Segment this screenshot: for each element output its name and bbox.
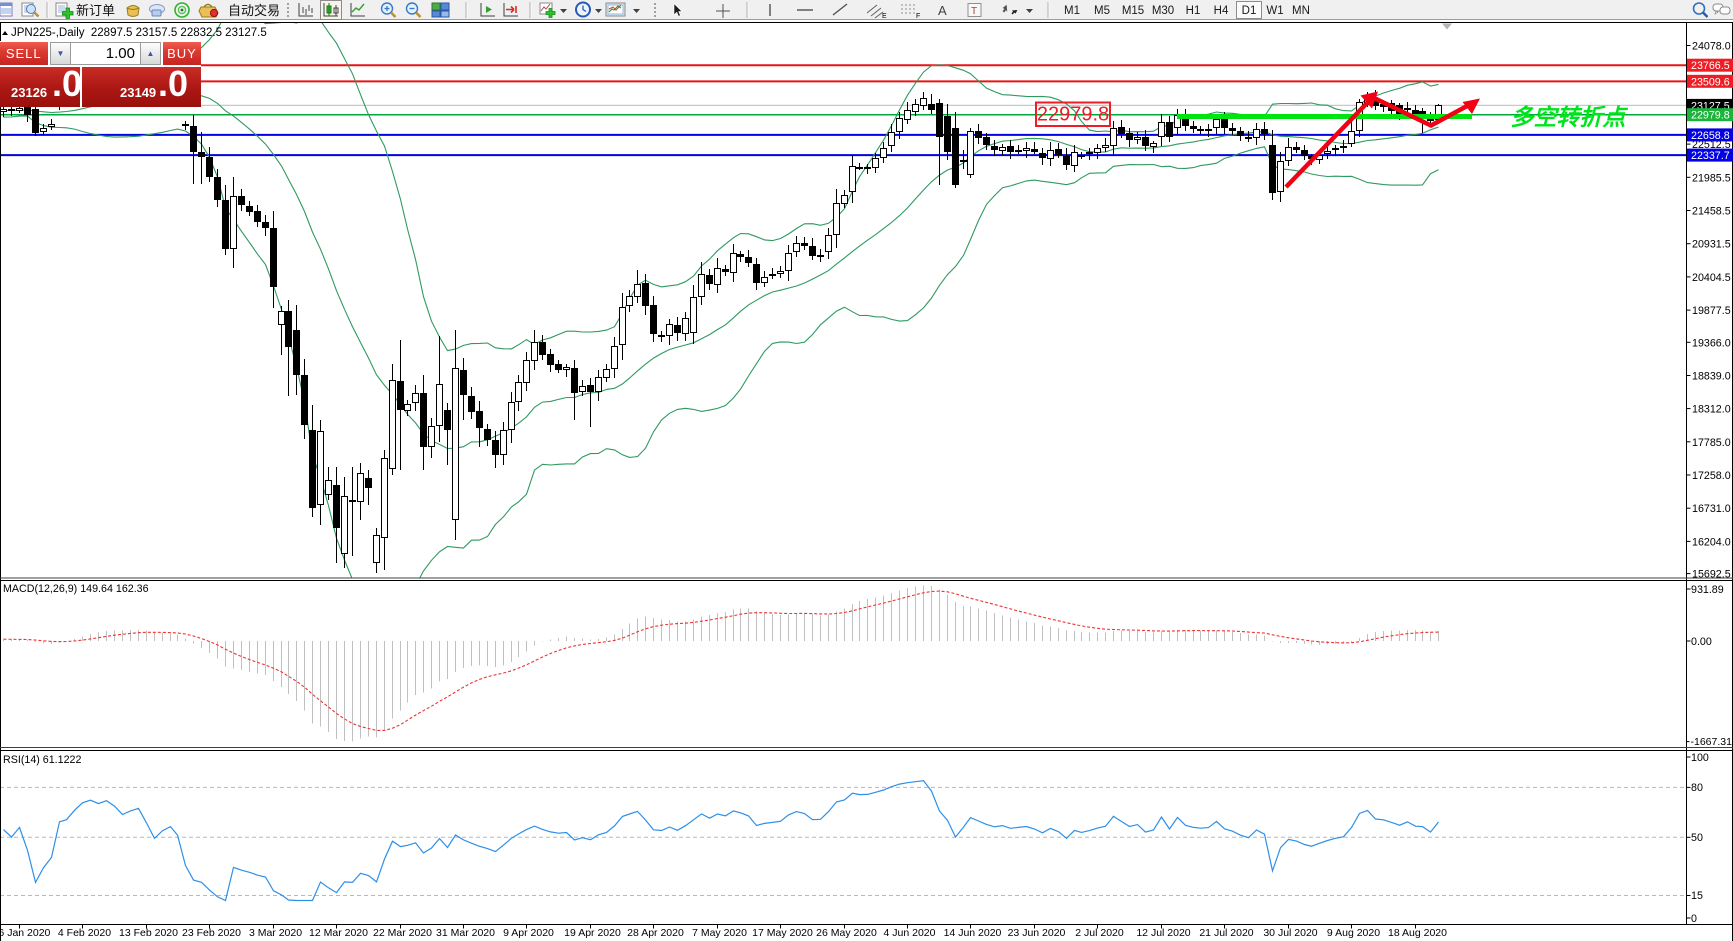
svg-text:80: 80 bbox=[1691, 782, 1703, 794]
svg-text:18 Aug 2020: 18 Aug 2020 bbox=[1388, 927, 1447, 939]
svg-text:RSI(14) 61.1222: RSI(14) 61.1222 bbox=[3, 754, 81, 766]
svg-text:17 May 2020: 17 May 2020 bbox=[752, 927, 813, 939]
svg-text:22979.8: 22979.8 bbox=[1691, 110, 1730, 122]
svg-text:M15: M15 bbox=[1122, 5, 1144, 17]
svg-text:15: 15 bbox=[1691, 890, 1703, 902]
svg-text:7 May 2020: 7 May 2020 bbox=[692, 927, 747, 939]
svg-text:30 Jul 2020: 30 Jul 2020 bbox=[1263, 927, 1317, 939]
svg-text:多空转折点: 多空转折点 bbox=[1511, 104, 1629, 130]
svg-text:A: A bbox=[938, 3, 947, 18]
svg-text:-1667.31: -1667.31 bbox=[1691, 736, 1733, 748]
svg-text:12 Mar 2020: 12 Mar 2020 bbox=[309, 927, 368, 939]
svg-text:0: 0 bbox=[1691, 913, 1697, 925]
svg-text:28 Apr 2020: 28 Apr 2020 bbox=[627, 927, 684, 939]
svg-text:23766.5: 23766.5 bbox=[1691, 60, 1730, 72]
svg-text:931.89: 931.89 bbox=[1691, 584, 1724, 596]
svg-text:17258.0: 17258.0 bbox=[1692, 470, 1731, 482]
svg-text:MACD(12,26,9) 149.64 162.36: MACD(12,26,9) 149.64 162.36 bbox=[3, 583, 149, 595]
svg-text:22512.5: 22512.5 bbox=[1692, 139, 1731, 151]
svg-text:F: F bbox=[916, 13, 920, 20]
svg-text:新订单: 新订单 bbox=[76, 3, 115, 18]
svg-text:19 Apr 2020: 19 Apr 2020 bbox=[564, 927, 621, 939]
svg-text:9 Apr 2020: 9 Apr 2020 bbox=[503, 927, 554, 939]
svg-text:18839.0: 18839.0 bbox=[1692, 371, 1731, 383]
svg-text:16204.0: 16204.0 bbox=[1692, 536, 1731, 548]
svg-text:H1: H1 bbox=[1186, 5, 1201, 17]
svg-text:24078.0: 24078.0 bbox=[1692, 41, 1731, 53]
svg-text:23 Feb 2020: 23 Feb 2020 bbox=[182, 927, 241, 939]
svg-text:21985.5: 21985.5 bbox=[1692, 172, 1731, 184]
svg-text:22979.8: 22979.8 bbox=[1037, 104, 1109, 126]
svg-text:M30: M30 bbox=[1152, 5, 1174, 17]
svg-text:2 Jul 2020: 2 Jul 2020 bbox=[1075, 927, 1124, 939]
svg-text:22658.8: 22658.8 bbox=[1691, 130, 1730, 142]
svg-text:9 Aug 2020: 9 Aug 2020 bbox=[1327, 927, 1380, 939]
svg-text:16731.0: 16731.0 bbox=[1692, 503, 1731, 515]
svg-text:T: T bbox=[971, 6, 977, 17]
svg-text:H4: H4 bbox=[1214, 5, 1229, 17]
svg-text:4 Jun 2020: 4 Jun 2020 bbox=[884, 927, 936, 939]
svg-text:14 Jun 2020: 14 Jun 2020 bbox=[944, 927, 1002, 939]
svg-text:0.00: 0.00 bbox=[1691, 636, 1712, 648]
svg-text:21458.5: 21458.5 bbox=[1692, 206, 1731, 218]
svg-text:13 Feb 2020: 13 Feb 2020 bbox=[119, 927, 178, 939]
svg-text:26 Jan 2020: 26 Jan 2020 bbox=[0, 927, 51, 939]
svg-text:23 Jun 2020: 23 Jun 2020 bbox=[1008, 927, 1066, 939]
svg-text:15692.5: 15692.5 bbox=[1692, 569, 1731, 581]
svg-text:D1: D1 bbox=[1242, 5, 1257, 17]
svg-text:21 Jul 2020: 21 Jul 2020 bbox=[1199, 927, 1253, 939]
svg-text:19366.0: 19366.0 bbox=[1692, 337, 1731, 349]
svg-text:31 Mar 2020: 31 Mar 2020 bbox=[436, 927, 495, 939]
svg-text:M1: M1 bbox=[1064, 5, 1080, 17]
svg-text:23509.6: 23509.6 bbox=[1691, 76, 1730, 88]
svg-text:18312.0: 18312.0 bbox=[1692, 404, 1731, 416]
svg-text:20931.5: 20931.5 bbox=[1692, 239, 1731, 251]
svg-text:17785.0: 17785.0 bbox=[1692, 437, 1731, 449]
svg-text:4 Feb 2020: 4 Feb 2020 bbox=[58, 927, 111, 939]
svg-text:M5: M5 bbox=[1094, 5, 1110, 17]
svg-text:19877.5: 19877.5 bbox=[1692, 305, 1731, 317]
svg-text:26 May 2020: 26 May 2020 bbox=[816, 927, 877, 939]
svg-text:50: 50 bbox=[1691, 832, 1703, 844]
svg-text:MN: MN bbox=[1292, 5, 1310, 17]
svg-text:E: E bbox=[882, 13, 887, 20]
svg-text:22 Mar 2020: 22 Mar 2020 bbox=[373, 927, 432, 939]
svg-text:自动交易: 自动交易 bbox=[228, 3, 280, 18]
svg-text:12 Jul 2020: 12 Jul 2020 bbox=[1136, 927, 1190, 939]
svg-text:100: 100 bbox=[1691, 752, 1709, 764]
svg-text:W1: W1 bbox=[1266, 5, 1283, 17]
svg-text:3 Mar 2020: 3 Mar 2020 bbox=[249, 927, 302, 939]
svg-text:JPN225-,Daily 22897.5 23157.5: JPN225-,Daily 22897.5 23157.5 22832.5 23… bbox=[11, 27, 267, 39]
svg-text:20404.5: 20404.5 bbox=[1692, 272, 1731, 284]
svg-text:22337.7: 22337.7 bbox=[1691, 150, 1730, 162]
